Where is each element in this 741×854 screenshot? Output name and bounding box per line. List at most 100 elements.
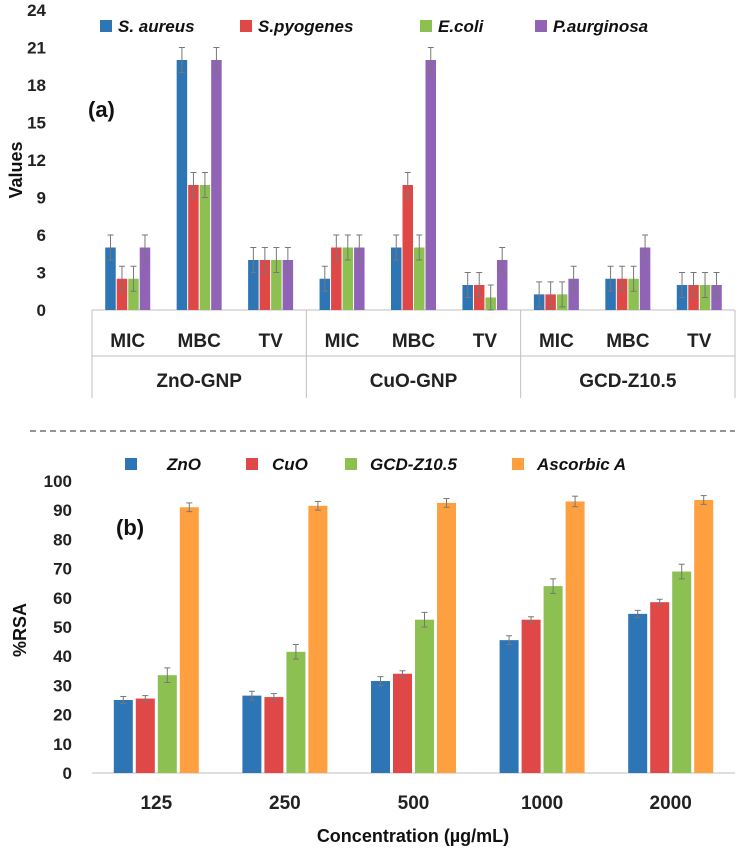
error-bar — [404, 172, 411, 198]
bar — [639, 247, 651, 310]
bar — [319, 278, 331, 310]
error-bar — [559, 281, 566, 308]
legend-swatch — [420, 20, 432, 32]
category-label: MBC — [178, 331, 222, 352]
error-bar — [186, 502, 193, 513]
error-bar — [427, 47, 434, 73]
error-bar — [292, 644, 299, 660]
error-bar — [356, 234, 363, 261]
category-label: 250 — [269, 793, 301, 814]
panel-label-b: (b) — [116, 515, 144, 540]
error-bar — [619, 265, 626, 292]
error-bar — [700, 495, 707, 505]
legend-label: ZnO — [166, 455, 201, 474]
bar — [282, 260, 294, 310]
error-bar — [270, 693, 277, 702]
error-bar — [399, 670, 406, 678]
legend-swatch — [240, 20, 252, 32]
category-label: 2000 — [650, 793, 692, 814]
legend-label: P.aurginosa — [553, 17, 648, 36]
y-tick-a: 15 — [27, 114, 46, 133]
legend-swatch — [535, 20, 547, 32]
error-bar — [421, 611, 428, 628]
bar — [271, 260, 282, 310]
error-bar — [321, 265, 328, 292]
y-tick-b: 70 — [53, 560, 72, 579]
legend-swatch — [345, 458, 357, 470]
y-tick-b: 0 — [63, 764, 72, 783]
error-bar — [178, 47, 185, 73]
error-bar — [634, 609, 641, 618]
error-bar — [713, 272, 720, 298]
y-tick-a: 3 — [37, 264, 46, 283]
bar — [188, 185, 199, 310]
error-bar — [213, 47, 220, 73]
error-bar — [142, 695, 149, 702]
bar — [105, 247, 116, 310]
category-label: MBC — [606, 331, 650, 352]
error-bar — [550, 578, 557, 594]
y-tick-b: 100 — [44, 472, 72, 491]
group-label: ZnO-GNP — [156, 371, 242, 392]
bar — [342, 247, 354, 310]
bar — [139, 247, 151, 310]
bar — [135, 698, 155, 773]
error-bar — [464, 272, 471, 298]
error-bar — [690, 272, 697, 298]
error-bar — [487, 284, 494, 311]
error-bar — [393, 234, 400, 261]
bar — [496, 260, 508, 310]
bar — [499, 640, 519, 773]
y-tick-b: 90 — [53, 501, 72, 520]
legend-swatch — [246, 458, 258, 470]
bar — [331, 247, 342, 310]
bar — [211, 60, 222, 310]
y-tick-a: 18 — [27, 76, 46, 95]
y-tick-b: 10 — [53, 735, 72, 754]
error-bar — [607, 265, 614, 292]
bar — [179, 507, 199, 773]
bar — [543, 586, 563, 773]
y-tick-a: 6 — [37, 226, 46, 245]
error-bar — [702, 272, 709, 298]
bar — [393, 673, 412, 773]
error-bar — [141, 234, 148, 261]
category-label: TV — [473, 331, 498, 352]
y-tick-b: 60 — [53, 589, 72, 608]
bar — [128, 278, 139, 310]
error-bar — [443, 498, 450, 508]
y-tick-b: 50 — [53, 618, 72, 637]
category-label: TV — [258, 331, 283, 352]
error-bar — [499, 247, 506, 273]
bar — [248, 260, 259, 310]
bar — [415, 619, 434, 773]
error-bar — [656, 598, 663, 606]
x-axis-title-b: Concentration (µg/mL) — [317, 826, 509, 846]
category-label: 500 — [398, 793, 430, 814]
error-bar — [572, 495, 579, 508]
error-bar — [528, 616, 535, 624]
bar — [628, 278, 639, 310]
category-label: MIC — [110, 331, 145, 352]
error-bar — [284, 247, 291, 273]
category-label: 125 — [140, 793, 172, 814]
error-bar — [344, 234, 351, 261]
bar — [414, 247, 425, 310]
legend-label: CuO — [272, 455, 308, 474]
error-bar — [201, 172, 208, 198]
bar — [628, 613, 648, 773]
y-tick-a: 9 — [37, 189, 46, 208]
bar — [354, 247, 365, 310]
legend-label: GCD-Z10.5 — [370, 455, 457, 474]
legend-label: E.coli — [438, 17, 485, 36]
y-tick-a: 21 — [27, 39, 46, 58]
bar — [605, 278, 616, 310]
bar — [157, 675, 177, 773]
error-bar — [630, 265, 637, 292]
error-bar — [261, 247, 268, 273]
bar — [616, 278, 628, 310]
error-bar — [642, 234, 649, 261]
y-tick-b: 30 — [53, 676, 72, 695]
y-axis-title-b: %RSA — [10, 603, 30, 657]
